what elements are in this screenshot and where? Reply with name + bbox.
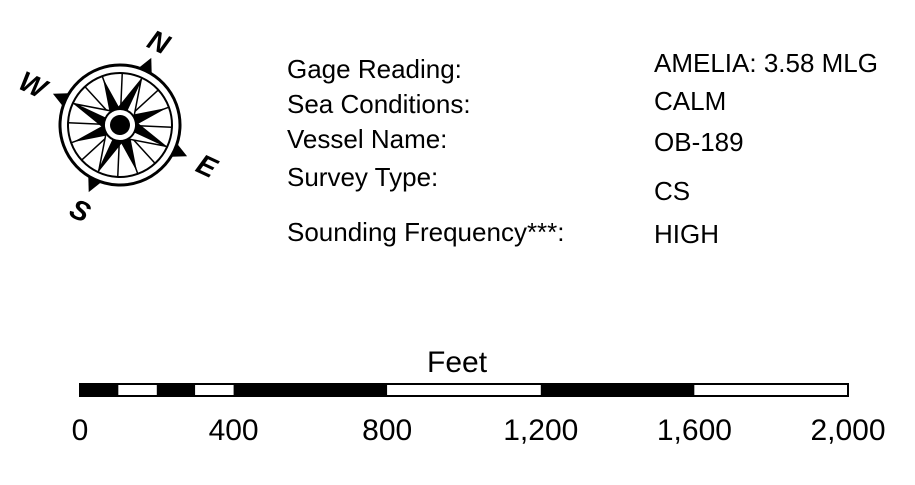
scale-bar-tick-label: 1,600 (656, 414, 732, 447)
scale-bar-tick-label: 800 (362, 414, 413, 447)
scale-bar-segment (233, 384, 388, 396)
compass-west-label: W (14, 65, 53, 105)
compass-rose-icon: N E S W (14, 24, 223, 229)
compass-south-label: S (65, 193, 95, 229)
scale-bar-segment (80, 384, 119, 396)
scale-bar-outline (79, 383, 849, 397)
sea-conditions-label: Sea Conditions: (287, 89, 471, 119)
vessel-name-value: OB-189 (654, 127, 744, 157)
scale-bar-segment (387, 384, 541, 396)
scale-bar-tick-label: 2,000 (810, 414, 886, 447)
scale-bar-tick-label: 400 (208, 414, 259, 447)
survey-type-label: Survey Type: (287, 162, 439, 192)
scale-bar-segment (118, 384, 157, 396)
sounding-frequency-label: Sounding Frequency***: (287, 217, 565, 247)
sea-conditions-value: CALM (654, 86, 727, 116)
gage-reading-label: Gage Reading: (287, 54, 462, 84)
scale-bar-segment (156, 384, 196, 396)
survey-type-value: CS (654, 176, 691, 206)
compass-east-label: E (192, 148, 223, 185)
scale-bar-segment (694, 384, 848, 396)
scale-bar-segment (195, 384, 234, 396)
scale-bar-tick-label: 1,200 (503, 414, 579, 447)
scale-bar-unit-label: Feet (427, 346, 488, 379)
gage-reading-value: AMELIA: 3.58 MLG (654, 48, 878, 78)
sounding-frequency-value: HIGH (654, 219, 719, 249)
scale-bar-segment (540, 384, 695, 396)
vessel-name-label: Vessel Name: (287, 124, 448, 154)
scale-bar-tick-label: 0 (71, 414, 89, 447)
compass-north-label: N (143, 24, 175, 61)
